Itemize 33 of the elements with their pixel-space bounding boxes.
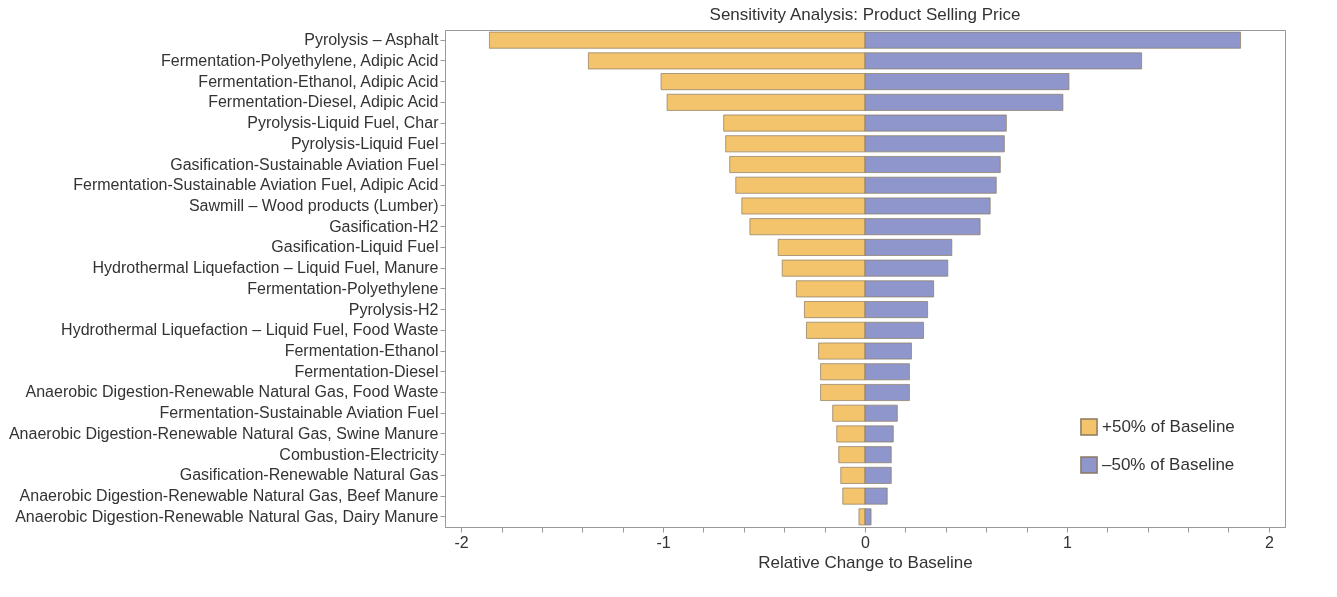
y-tick-label: Pyrolysis-Liquid Fuel, Char xyxy=(247,114,440,132)
x-tick-label: 0 xyxy=(861,533,871,551)
x-tick-label: -1 xyxy=(656,533,671,551)
y-tick-label: Gasification-H2 xyxy=(329,217,439,235)
y-tick-label: Fermentation-Ethanol, Adipic Acid xyxy=(198,72,439,90)
y-tick-label: Gasification-Renewable Natural Gas xyxy=(179,466,439,484)
y-tick-label: Fermentation-Ethanol xyxy=(284,342,439,360)
y-tick-label: Fermentation-Diesel xyxy=(294,362,439,380)
y-tick-label: Pyrolysis-H2 xyxy=(348,300,439,318)
legend-label: –50% of Baseline xyxy=(1102,455,1235,474)
y-tick-label: Fermentation-Sustainable Aviation Fuel xyxy=(159,404,439,422)
y-tick-label: Sawmill – Wood products (Lumber) xyxy=(188,196,439,214)
y-tick-label: Pyrolysis – Asphalt xyxy=(304,31,440,49)
y-tick-label: Combustion-Electricity xyxy=(279,445,439,463)
y-tick-label: Gasification-Sustainable Aviation Fuel xyxy=(170,155,439,173)
y-tick-label: Hydrothermal Liquefaction – Liquid Fuel, Manure xyxy=(92,259,439,277)
y-tick-label: Anaerobic Digestion-Renewable Natural Gas, Swine Manure xyxy=(8,424,439,442)
x-tick-label: 2 xyxy=(1264,533,1274,551)
y-tick-label: Fermentation-Sustainable Aviation Fuel, Adipic Acid xyxy=(73,176,439,194)
x-tick-label: 1 xyxy=(1062,533,1072,551)
chart-title: Sensitivity Analysis: Product Selling Price xyxy=(709,5,1021,24)
y-tick-label: Fermentation-Polyethylene xyxy=(247,279,439,297)
y-tick-label: Hydrothermal Liquefaction – Liquid Fuel, Food Waste xyxy=(61,321,439,339)
y-tick-label: Anaerobic Digestion-Renewable Natural Gas, Beef Manure xyxy=(19,487,439,505)
y-tick-label: Gasification-Liquid Fuel xyxy=(271,238,439,256)
x-tick-label: -2 xyxy=(454,533,469,551)
y-tick-label: Anaerobic Digestion-Renewable Natural Gas, Dairy Manure xyxy=(15,507,439,525)
y-tick-label: Fermentation-Polyethylene, Adipic Acid xyxy=(161,51,439,69)
legend-label: +50% of Baseline xyxy=(1102,417,1235,436)
x-axis-title: Relative Change to Baseline xyxy=(758,552,973,572)
y-tick-label: Fermentation-Diesel, Adipic Acid xyxy=(208,93,439,111)
y-tick-label: Anaerobic Digestion-Renewable Natural Gas, Food Waste xyxy=(25,383,439,401)
y-tick-label: Pyrolysis-Liquid Fuel xyxy=(290,134,439,152)
